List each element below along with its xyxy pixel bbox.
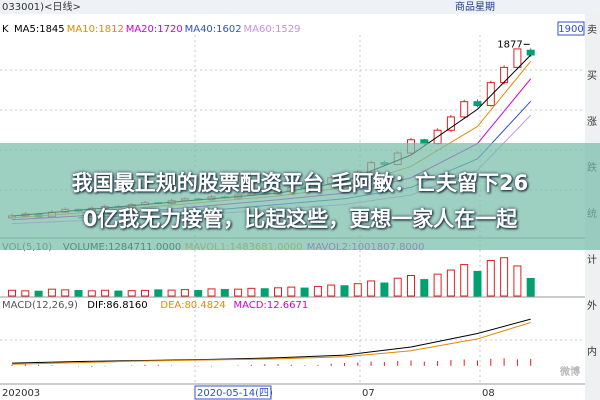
side-label: 内 (587, 345, 597, 358)
volume-bar (513, 265, 522, 297)
volume-bar (340, 285, 349, 297)
candle-body (473, 101, 482, 106)
volume-bar (141, 289, 149, 297)
volume-bar (486, 259, 495, 297)
volume-bar (526, 277, 535, 297)
legend-item: MA40:1602 (185, 24, 242, 35)
price-annotation: 1877 (497, 39, 522, 50)
volume-bar (353, 283, 362, 297)
volume-bar (274, 287, 282, 297)
volume-bar (87, 290, 96, 297)
volume-bar (34, 290, 43, 297)
volume-bar (446, 269, 455, 297)
x-axis-label: 08 (482, 388, 495, 399)
volume-bar (47, 288, 56, 297)
legend-item: MA20:1720 (126, 24, 183, 35)
dea-line (11, 322, 531, 365)
banner-line: 0亿我无力接管，比起这些，更想一家人在一起 (82, 207, 518, 231)
candle-body (486, 82, 495, 106)
volume-bar (287, 286, 296, 297)
volume-bar (21, 290, 30, 297)
x-axis-label: 07 (362, 388, 375, 399)
price-box-label: 1900 (558, 24, 583, 35)
volume-bar (127, 290, 136, 297)
watermark: 微博 (559, 365, 580, 378)
window-title: 033001)<日线> (2, 0, 81, 13)
volume-bar (114, 290, 123, 297)
dif-line (11, 318, 531, 364)
candle-body (526, 49, 535, 56)
volume-bar (460, 264, 469, 297)
grid (0, 35, 585, 384)
volume-bar (8, 289, 16, 297)
volume-bar (473, 270, 482, 297)
volume-bar (247, 287, 256, 297)
side-label: 外 (587, 300, 597, 312)
volume-bar (154, 289, 163, 297)
volume-bar (433, 273, 442, 297)
side-label: 卖 (587, 24, 597, 36)
volume-bar (74, 290, 83, 297)
x-axis-label: 202003 (2, 388, 40, 399)
volume-bar (180, 289, 189, 297)
volume-bar (61, 289, 70, 297)
legend-item: MA60:1529 (244, 24, 301, 35)
banner: 我国最正规的股票配资平台 毛阿敏：亡夫留下26 0亿我无力接管，比起这些，更想一… (0, 143, 600, 250)
date-box (194, 385, 272, 400)
volume-bar (500, 257, 509, 297)
macd-legend: DIF:86.8160 (87, 300, 147, 311)
side-label: 计 (587, 253, 597, 266)
side-label: 涨 (587, 116, 597, 128)
side-label: 买 (587, 70, 597, 82)
candle-body (513, 48, 522, 68)
volume-bar (327, 284, 336, 297)
volume-bar (207, 288, 216, 297)
candle-body (446, 116, 455, 131)
volume-bar (300, 287, 309, 297)
price-box (557, 21, 585, 36)
volume-bar (260, 288, 269, 297)
macd-legend: DEA:80.4824 (160, 300, 225, 311)
menu[interactable]: 商品星期 (455, 0, 495, 13)
candle-body (460, 101, 469, 118)
macd-legend: MACD:12.6671 (234, 300, 309, 311)
volume-bar (234, 288, 243, 297)
legend-item: MA10:1812 (67, 24, 124, 35)
volume-bar (194, 290, 203, 297)
volume-bar (167, 289, 176, 297)
volume-bar (380, 282, 389, 297)
volume-bar (420, 279, 429, 297)
volume-bar (220, 288, 229, 297)
x-axis-label: 2020-05-14(四) (197, 388, 273, 399)
volume-bar (393, 277, 402, 297)
legend-item: MA5:1845 (14, 24, 65, 35)
macd-legend: MACD(12,26,9) (2, 300, 78, 311)
top-bar (0, 0, 600, 14)
volume-bar (367, 280, 376, 297)
legend-k: K (2, 24, 9, 35)
volume-bar (407, 275, 415, 297)
volume-bar (101, 289, 110, 297)
banner-line: 我国最正规的股票配资平台 毛阿敏：亡夫留下26 (71, 171, 529, 195)
volume-bar (313, 285, 322, 297)
